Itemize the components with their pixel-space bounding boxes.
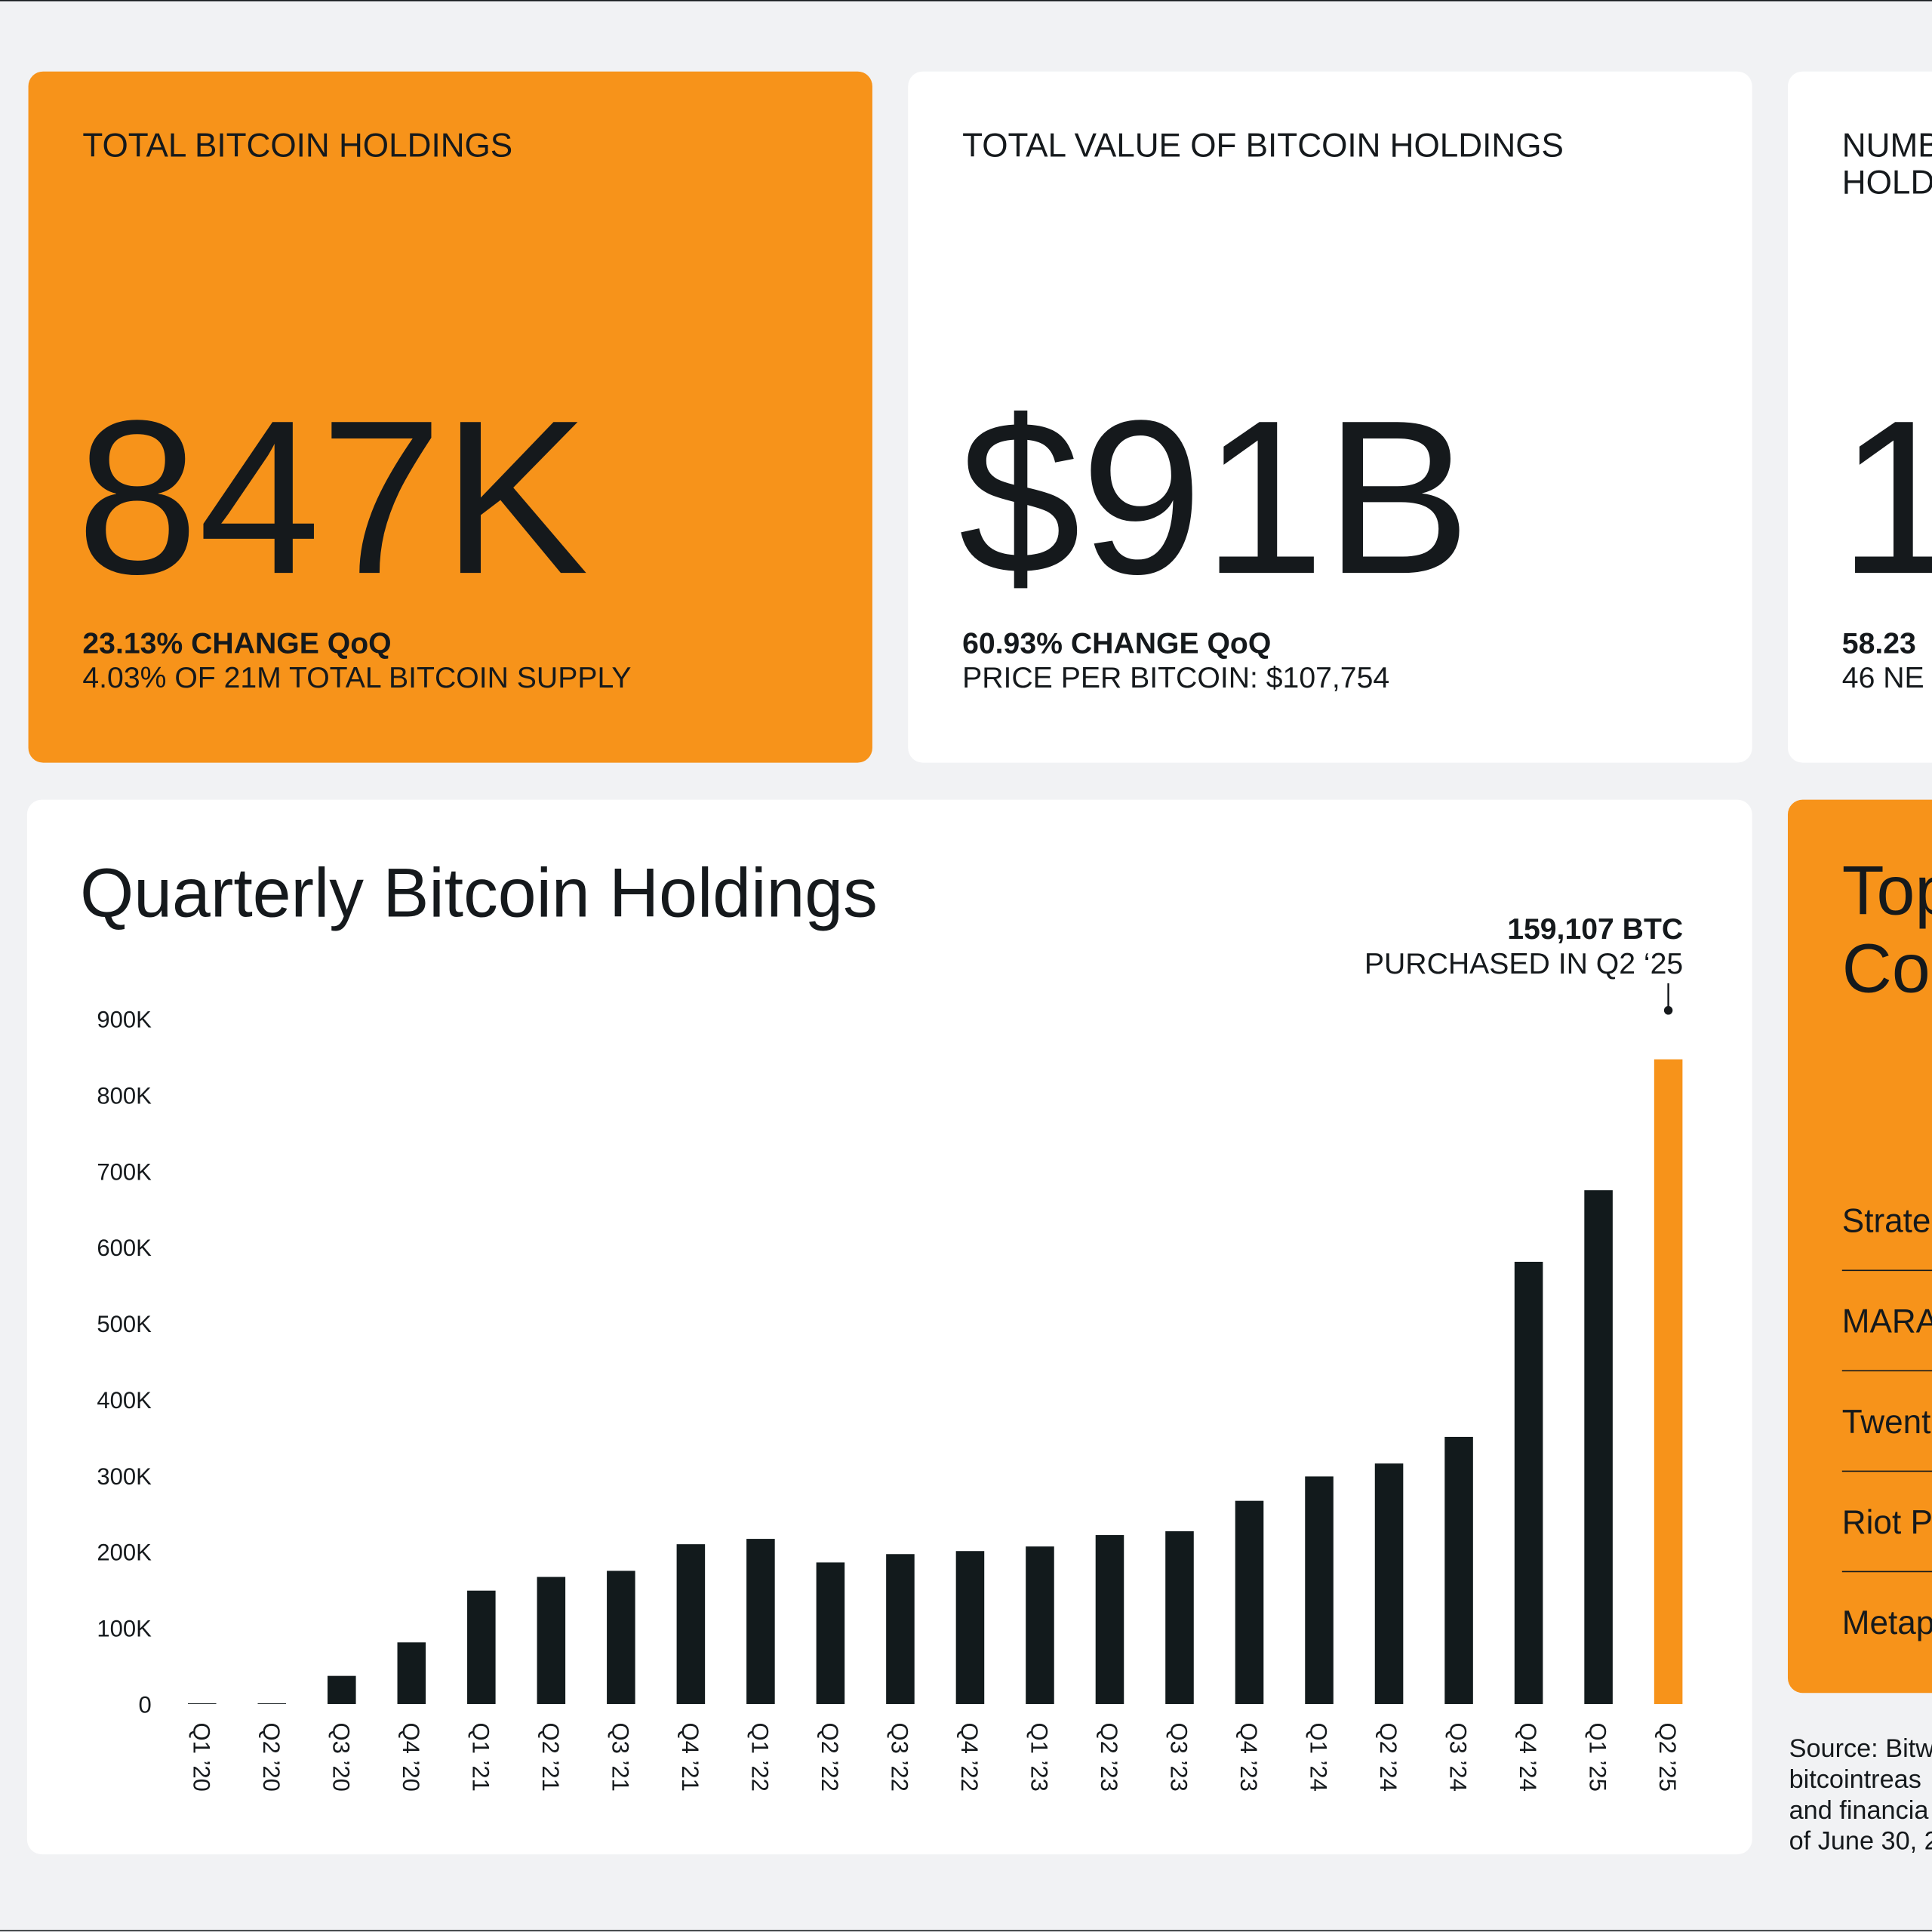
bar	[537, 1577, 566, 1704]
annotation-value: 159,107 BTC	[1507, 913, 1683, 946]
bar	[397, 1642, 426, 1704]
x-tick-label: Q4 ’23	[1235, 1722, 1262, 1791]
y-tick-label: 100K	[97, 1616, 152, 1642]
x-tick-label: Q4 ’20	[398, 1722, 424, 1791]
bar	[1235, 1500, 1264, 1704]
annotation-dot	[1663, 1006, 1673, 1015]
x-tick-label: Q1 ’20	[188, 1722, 214, 1791]
x-tick-label: Q2 ’24	[1375, 1722, 1401, 1791]
bar	[676, 1544, 706, 1704]
y-tick-label: 400K	[97, 1387, 152, 1414]
bar	[816, 1562, 845, 1704]
panel-title: Co	[1842, 930, 1930, 1007]
card-change: 60.93% CHANGE QoQ	[962, 627, 1271, 660]
card	[28, 71, 872, 763]
x-tick-label: Q1 ’22	[746, 1722, 773, 1791]
bar	[746, 1539, 775, 1704]
bar	[328, 1675, 356, 1704]
y-tick-label: 700K	[97, 1158, 152, 1185]
bar	[1165, 1531, 1194, 1704]
bar	[1374, 1463, 1404, 1704]
bar	[1444, 1436, 1473, 1704]
annotation-text: PURCHASED IN Q2 ‘25	[1364, 948, 1683, 980]
bar	[1584, 1190, 1613, 1704]
x-tick-label: Q1 ’24	[1306, 1722, 1332, 1791]
x-tick-label: Q2 ’25	[1654, 1722, 1681, 1791]
card	[908, 71, 1752, 763]
panel-title: Top	[1842, 852, 1932, 929]
panel-item: Strate	[1842, 1203, 1931, 1240]
x-tick-label: Q1 ’25	[1585, 1722, 1611, 1791]
panel-list: Strate MARA Twent Riot P Metap	[1842, 1203, 1932, 1641]
x-tick-label: Q3 ’21	[607, 1722, 633, 1791]
bar	[955, 1551, 985, 1704]
y-tick-label: 300K	[97, 1463, 152, 1490]
x-tick-label: Q2 ’23	[1096, 1722, 1122, 1791]
card-title: TOTAL BITCOIN HOLDINGS	[82, 127, 512, 164]
x-tick-label: Q3 ’20	[328, 1722, 354, 1791]
card-note: 46 NE	[1842, 662, 1924, 694]
card-value: $91B	[958, 374, 1471, 620]
panel-item: Metap	[1842, 1604, 1932, 1641]
panel-item: MARA	[1842, 1303, 1932, 1340]
y-tick-label: 900K	[97, 1007, 152, 1033]
x-tick-label: Q3 ’23	[1166, 1722, 1192, 1791]
card-note: 4.03% OF 21M TOTAL BITCOIN SUPPLY	[82, 662, 631, 694]
x-tick-label: Q3 ’24	[1445, 1722, 1472, 1791]
card-change: 23.13% CHANGE QoQ	[82, 627, 391, 660]
y-tick-label: 200K	[97, 1540, 152, 1566]
card-value: 847K	[76, 374, 589, 620]
bar	[257, 1703, 287, 1704]
bar	[1026, 1546, 1054, 1704]
card-title: TOTAL VALUE OF BITCOIN HOLDINGS	[962, 127, 1564, 164]
x-tick-label: Q1 ’21	[467, 1722, 494, 1791]
card-title: NUMB	[1842, 127, 1932, 164]
bar	[467, 1590, 496, 1704]
card-title: HOLD	[1842, 164, 1932, 201]
source: bitcointreas	[1789, 1765, 1921, 1794]
bar	[187, 1703, 217, 1704]
panel-item: Riot P	[1842, 1504, 1932, 1541]
card	[1787, 71, 1932, 763]
x-tick-label: Q3 ’22	[886, 1722, 912, 1791]
chart-title: Quarterly Bitcoin Holdings	[80, 855, 878, 932]
bar	[1654, 1059, 1683, 1704]
bar	[1095, 1535, 1124, 1704]
card-change: 58.23	[1842, 627, 1916, 660]
source: and financia	[1789, 1796, 1930, 1825]
plot: 0 100K 200K 300K 400K 500K 600K 700K 800K 900K Q1 …	[97, 1007, 1683, 1792]
y-tick-label: 500K	[97, 1311, 152, 1337]
source: of June 30, 2	[1789, 1827, 1932, 1856]
y-tick-label: 0	[139, 1691, 152, 1718]
x-tick-label: Q4 ’22	[956, 1722, 983, 1791]
panel-item: Twent	[1842, 1404, 1931, 1441]
x-tick-label: Q4 ’24	[1515, 1722, 1541, 1791]
x-tick-label: Q2 ’20	[258, 1722, 285, 1791]
y-tick-label: 600K	[97, 1235, 152, 1261]
card-note: PRICE PER BITCOIN: $107,754	[962, 662, 1389, 694]
right-panel	[1787, 799, 1932, 1694]
y-tick-label: 800K	[97, 1082, 152, 1109]
card-value: 12	[1838, 374, 1932, 620]
x-tick-label: Q1 ’23	[1026, 1722, 1053, 1791]
x-tick-label: Q4 ’21	[677, 1722, 703, 1791]
x-tick-label: Q2 ’22	[817, 1722, 843, 1791]
bar	[1514, 1261, 1543, 1704]
bar	[1305, 1476, 1334, 1704]
x-tick-label: Q2 ’21	[537, 1722, 564, 1791]
source: Source: Bitw	[1789, 1734, 1932, 1763]
bar	[886, 1554, 915, 1704]
bar	[607, 1571, 635, 1704]
